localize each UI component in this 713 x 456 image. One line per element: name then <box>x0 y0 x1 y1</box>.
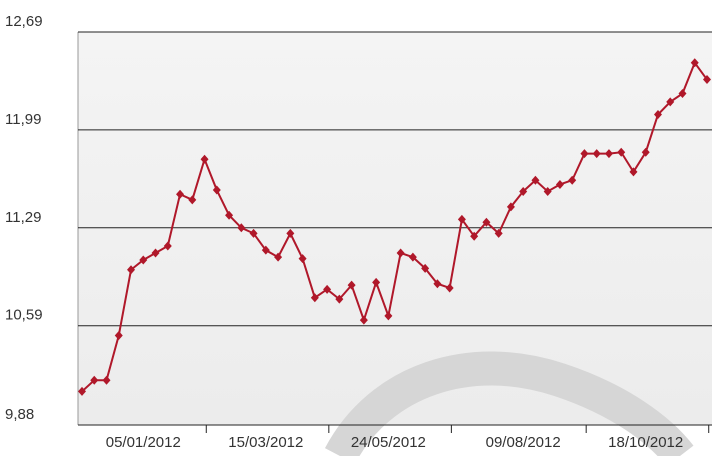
data-point <box>604 149 613 159</box>
data-point <box>653 110 662 120</box>
y-tick-label: 11,99 <box>5 111 41 128</box>
data-point <box>176 189 185 199</box>
data-point <box>519 186 528 196</box>
data-point <box>310 293 319 303</box>
data-point <box>347 280 356 290</box>
data-point <box>690 58 699 68</box>
data-point <box>151 248 160 258</box>
data-point <box>641 147 650 157</box>
data-point <box>90 375 99 385</box>
data-point <box>163 241 172 251</box>
data-point <box>457 214 466 224</box>
y-tick-label: 11,29 <box>5 209 41 226</box>
data-point <box>629 167 638 177</box>
data-point <box>568 175 577 185</box>
data-point <box>359 315 368 325</box>
series-line <box>81 60 708 393</box>
data-point <box>580 149 589 159</box>
data-point <box>335 294 344 304</box>
plot-area <box>78 32 712 425</box>
data-point <box>274 252 283 262</box>
data-point <box>421 263 430 273</box>
y-tick-label: 9,88 <box>5 406 34 423</box>
y-tick-label: 12,69 <box>5 13 43 30</box>
data-point <box>666 97 675 107</box>
data-point <box>249 228 258 238</box>
data-point <box>617 147 626 157</box>
data-point <box>78 386 86 396</box>
data-point <box>114 330 123 340</box>
x-tick-label: 18/10/2012 <box>608 434 683 451</box>
data-point <box>482 217 491 227</box>
data-point <box>237 223 246 233</box>
data-point <box>372 277 381 287</box>
data-point <box>494 228 503 238</box>
data-point <box>445 283 454 293</box>
x-tick-label: 24/05/2012 <box>351 434 426 451</box>
data-point <box>506 202 515 212</box>
data-point <box>703 75 711 85</box>
data-point <box>470 231 479 241</box>
data-point <box>396 248 405 258</box>
y-tick-label: 10,59 <box>5 307 43 324</box>
data-point <box>592 149 601 159</box>
data-point <box>127 265 136 275</box>
data-point <box>323 284 332 294</box>
data-point <box>555 179 564 189</box>
data-point <box>212 185 221 195</box>
data-point <box>531 175 540 185</box>
data-point <box>261 245 270 255</box>
data-point <box>678 89 687 99</box>
data-point <box>286 228 295 238</box>
watermark <box>324 351 694 456</box>
data-point <box>188 195 197 205</box>
data-point <box>200 154 209 164</box>
data-point <box>384 311 393 321</box>
data-point <box>408 252 417 262</box>
data-point <box>225 210 234 220</box>
x-tick-label: 09/08/2012 <box>486 434 561 451</box>
x-tick-label: 15/03/2012 <box>228 434 303 451</box>
data-point <box>102 375 111 385</box>
data-point <box>543 186 552 196</box>
data-point <box>298 254 307 264</box>
data-point <box>433 279 442 289</box>
x-tick-label: 05/01/2012 <box>106 434 181 451</box>
data-point <box>139 255 148 265</box>
